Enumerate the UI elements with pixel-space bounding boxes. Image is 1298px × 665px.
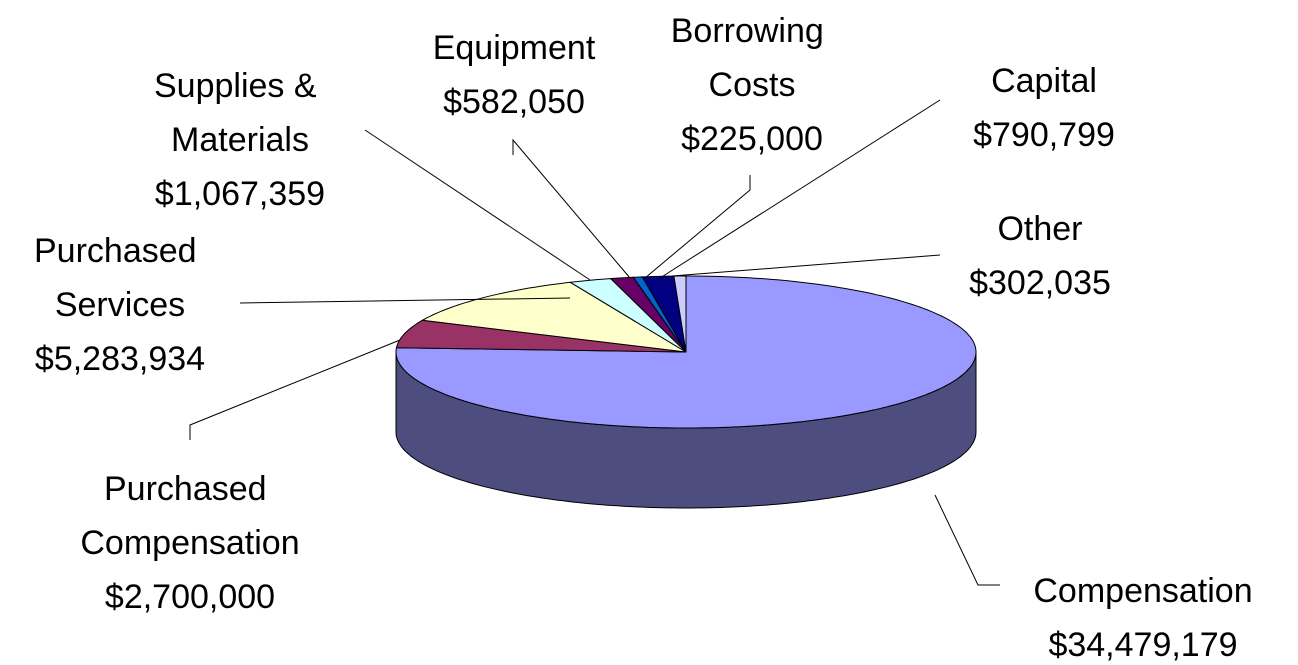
leader-line [671, 254, 941, 277]
leader-line [644, 175, 751, 279]
pie-slice [609, 276, 687, 353]
slice-value-label: $1,067,359 [155, 175, 325, 213]
pie-slice [395, 319, 687, 353]
slice-label: Other [997, 210, 1082, 248]
slice-label: Purchased Compensation [80, 470, 299, 562]
slice-value-label: $34,479,179 [1048, 626, 1237, 664]
leader-line [364, 129, 591, 281]
slice-value-label: $5,283,934 [35, 340, 205, 378]
slice-value-label: $790,799 [973, 116, 1115, 154]
leader-line [189, 339, 401, 440]
slice-label: Borrowing Costs [671, 12, 834, 104]
slice-value-label: $302,035 [969, 264, 1111, 302]
pie-slice [568, 278, 687, 353]
leader-line [239, 297, 571, 304]
slice-label: Capital [991, 62, 1097, 100]
pie-slice [673, 275, 687, 353]
leader-line [659, 99, 941, 279]
slice-value-label: $225,000 [681, 120, 823, 158]
slice-value-label: $582,050 [443, 83, 585, 121]
slice-label: Purchased Services [34, 232, 206, 324]
slice-label: Supplies & Materials [154, 67, 326, 159]
slice-value-label: $2,700,000 [105, 578, 275, 616]
slice-label: Equipment [433, 29, 596, 67]
leader-line [512, 138, 631, 279]
slice-label: Compensation [1033, 572, 1252, 610]
leader-line [934, 494, 1000, 586]
